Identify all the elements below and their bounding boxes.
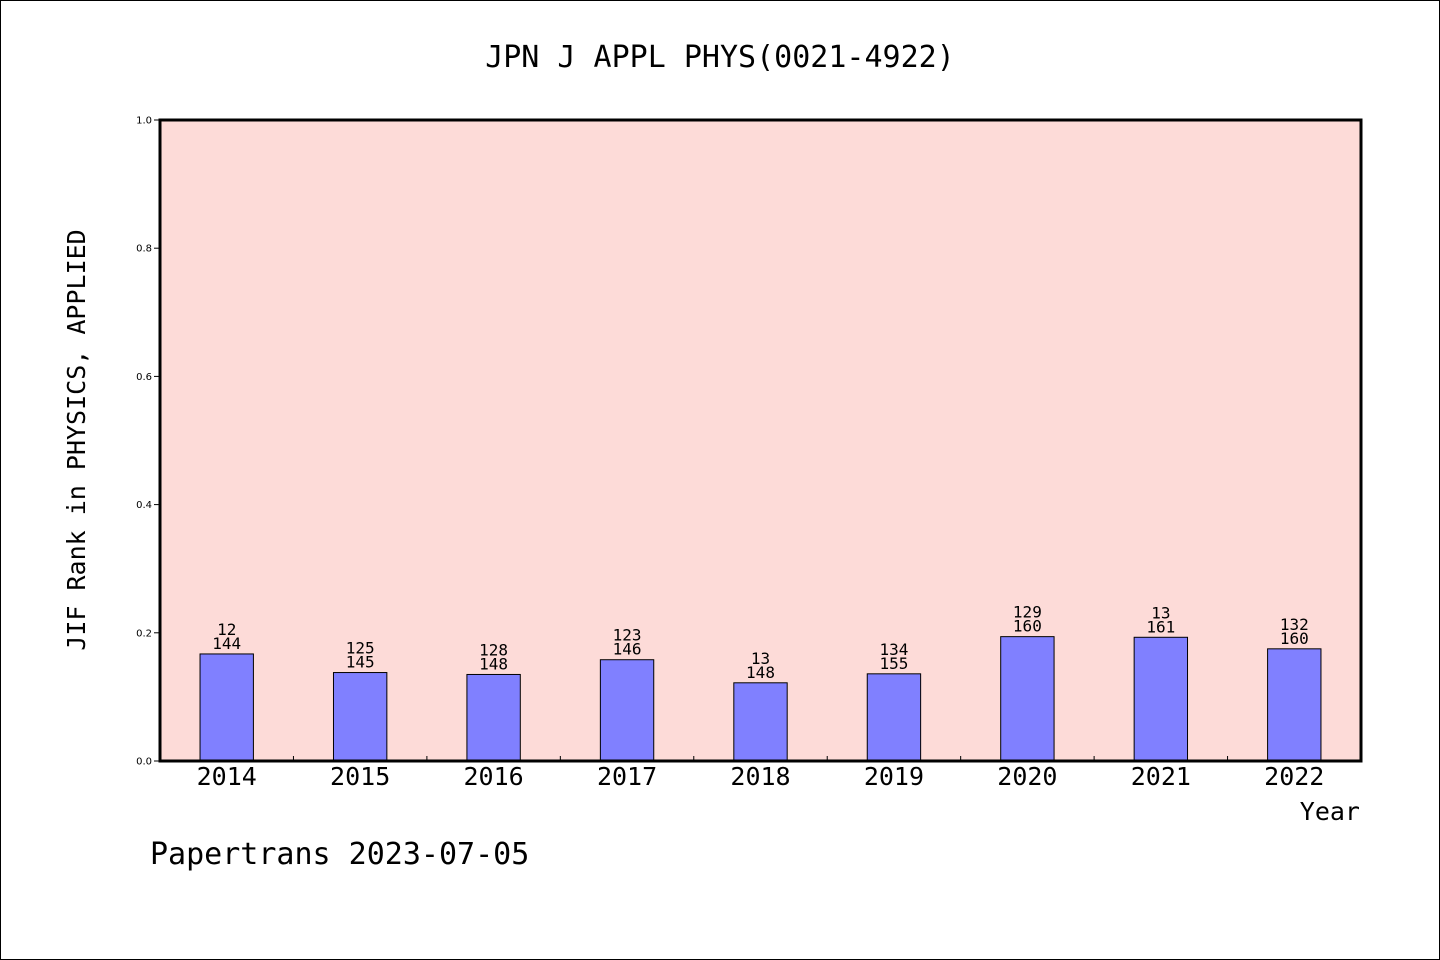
bar-2017 <box>599 659 655 762</box>
bar-rank-label-2021: 13 <box>1151 603 1170 622</box>
x-tick-label-2019: 2019 <box>864 762 924 791</box>
bar-2016 <box>466 673 521 762</box>
bar-2022 <box>1267 648 1322 762</box>
bar-rank-label-2022: 132 <box>1280 615 1309 634</box>
bars-group <box>199 636 1322 762</box>
bar-rank-label-2017: 123 <box>613 626 642 645</box>
bar-total-label-2020: 160 <box>1013 617 1042 636</box>
y-tick-label-0.0: 0.0 <box>136 757 152 768</box>
bar-2018 <box>733 682 788 762</box>
bar-2014 <box>199 653 254 762</box>
x-tick-label-2014: 2014 <box>197 762 257 791</box>
bar-total-label-2016: 148 <box>479 654 508 673</box>
plot-border <box>158 118 1363 763</box>
bar-total-label-2018: 148 <box>746 663 775 682</box>
x-tick-label-2022: 2022 <box>1264 762 1324 791</box>
bar-2020 <box>1000 636 1055 762</box>
y-axis: 0.0 0.2 0.4 0.6 0.8 1.0 <box>136 116 160 768</box>
bar-2019 <box>866 673 922 762</box>
x-tick-label-2020: 2020 <box>997 762 1057 791</box>
x-tick-label-2018: 2018 <box>730 762 790 791</box>
y-tick-label-1.0: 1.0 <box>136 116 152 127</box>
x-tick-label-2015: 2015 <box>330 762 390 791</box>
x-tick-label-2021: 2021 <box>1131 762 1191 791</box>
y-tick-label-0.8: 0.8 <box>136 244 152 255</box>
footer-watermark: Papertrans 2023-07-05 <box>150 837 529 872</box>
y-tick-label-0.2: 0.2 <box>136 628 152 639</box>
bar-rank-label-2019: 134 <box>879 640 908 659</box>
bar-total-label-2019: 155 <box>879 654 908 673</box>
bar-2015 <box>332 672 388 762</box>
x-tick-label-2016: 2016 <box>464 762 524 791</box>
y-axis-label: JIF Rank in PHYSICS, APPLIED <box>62 229 91 650</box>
bar-rank-label-2018: 13 <box>751 649 770 668</box>
bar-total-label-2021: 161 <box>1146 617 1175 636</box>
y-tick-label-0.4: 0.4 <box>136 500 152 511</box>
bar-rank-label-2014: 12 <box>217 620 236 639</box>
x-axis-label: Year <box>1300 797 1360 826</box>
x-tick-label-2017: 2017 <box>597 762 657 791</box>
chart-title: JPN J APPL PHYS(0021-4922) <box>485 40 955 75</box>
bar-total-label-2017: 146 <box>613 640 642 659</box>
bar-rank-label-2020: 129 <box>1013 603 1042 622</box>
y-tick-label-0.6: 0.6 <box>136 372 152 383</box>
bar-rank-label-2016: 128 <box>479 640 508 659</box>
bar-2021 <box>1133 636 1189 762</box>
bar-total-label-2022: 160 <box>1280 629 1309 648</box>
bar-total-label-2014: 144 <box>212 634 241 653</box>
bar-rank-label-2015: 125 <box>346 639 375 658</box>
bar-total-label-2015: 145 <box>346 653 375 672</box>
x-axis: 2014 2015 2016 2017 2018 2019 2020 2021 2022 <box>197 756 1324 791</box>
